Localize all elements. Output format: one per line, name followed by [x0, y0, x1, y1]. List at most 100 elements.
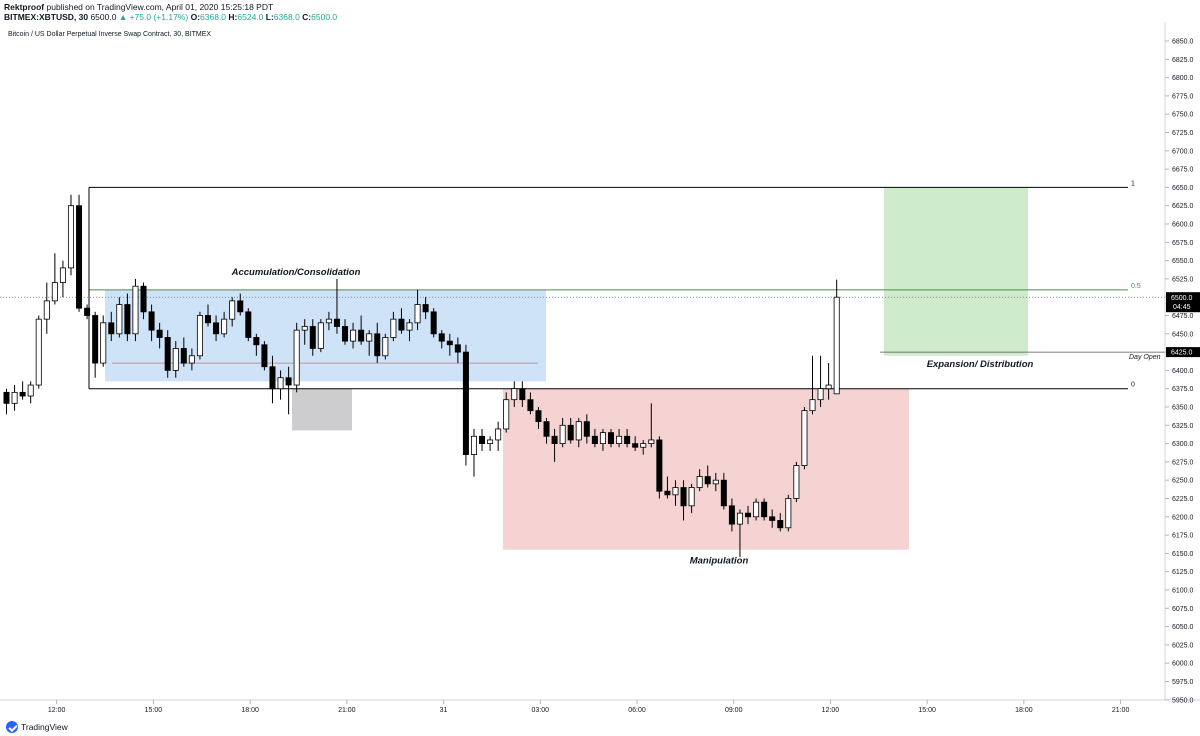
candle-body	[462, 351, 469, 455]
time-tick-label: 18:00	[1015, 707, 1033, 714]
author-name[interactable]: Rektproof	[4, 2, 45, 12]
chart-title: Bitcoin / US Dollar Perpetual Inverse Sw…	[8, 31, 212, 38]
lines-layer	[0, 186, 1165, 390]
high-value: 6524.0	[237, 12, 264, 22]
candle-body	[704, 476, 711, 485]
time-tick-label: 09:00	[725, 707, 743, 714]
price-tick-label: 6575.0	[1172, 240, 1194, 247]
price-tick-label: 5950.0	[1172, 697, 1194, 704]
candle-body	[454, 344, 461, 353]
candle-body	[325, 318, 332, 324]
candle-body	[446, 340, 453, 346]
candle-body	[656, 439, 663, 492]
price-tick-label: 6175.0	[1172, 533, 1194, 540]
candle-body	[140, 285, 147, 313]
day-open-label: Day Open	[1129, 354, 1161, 361]
last-price-tag-text: 6500.0	[1171, 295, 1193, 302]
candle-body	[84, 307, 91, 316]
price-tick-label: 6850.0	[1172, 39, 1194, 46]
candle-body	[761, 501, 768, 518]
candle-body	[3, 391, 10, 404]
candle-body	[67, 205, 74, 269]
time-tick-label: 18:00	[241, 707, 259, 714]
candle-body	[358, 329, 365, 342]
footer: TradingView	[0, 718, 1200, 736]
manipulation-label: Manipulation	[690, 556, 749, 567]
open-label: O:	[190, 12, 201, 22]
candle-body	[92, 315, 99, 364]
candle-body	[51, 282, 58, 302]
price-tick-label: 6650.0	[1172, 185, 1194, 192]
chart-header: Rektproof published on TradingView.com, …	[0, 0, 1200, 22]
candle-body	[317, 322, 324, 349]
price-tick-label: 6225.0	[1172, 496, 1194, 503]
candle-body	[753, 501, 760, 518]
price-axis[interactable]: 6850.0 6825.0 6800.0 6775.0 6750.0 6725.0 6700…	[1165, 39, 1194, 705]
time-tick-label: 06:00	[628, 707, 646, 714]
candle-body	[527, 399, 534, 412]
candle-body	[374, 333, 381, 357]
candle-body	[269, 366, 276, 390]
manipulation-zone	[503, 388, 909, 550]
candle-body	[237, 300, 244, 313]
price-tick-label: 6750.0	[1172, 112, 1194, 119]
candle-body	[229, 300, 236, 320]
candle-body	[213, 322, 220, 335]
candle-body	[696, 476, 703, 488]
candle-body	[817, 388, 824, 401]
price-tick-label: 6075.0	[1172, 606, 1194, 613]
tradingview-logo-icon[interactable]	[6, 721, 18, 733]
price-tick-label: 6250.0	[1172, 478, 1194, 485]
candle-body	[132, 285, 139, 335]
fib-0-label: 0	[1131, 382, 1135, 389]
candle-body	[196, 315, 203, 357]
candle-body	[591, 435, 598, 444]
price-tick-label: 6400.0	[1172, 368, 1194, 375]
time-tick-label: 15:00	[145, 707, 163, 714]
candle-body	[769, 516, 776, 521]
candle-body	[164, 337, 171, 371]
candle-body	[350, 329, 357, 342]
candles-layer	[3, 194, 840, 558]
candle-body	[479, 435, 486, 444]
candle-body	[19, 391, 26, 397]
candle-body	[261, 344, 268, 368]
price-chart[interactable]: Accumulation/Consolidation Manipulation Ex…	[0, 22, 1200, 718]
time-axis[interactable]: 12:00 15:00 18:00 21:00 31 03:00 06:00 09:00 12:…	[48, 700, 1200, 714]
candle-body	[342, 326, 349, 342]
candle-body	[382, 337, 389, 357]
bar-countdown: 04:45	[1173, 304, 1191, 311]
candle-body	[430, 311, 437, 335]
time-tick-label: 03:00	[532, 707, 550, 714]
candle-body	[503, 399, 510, 430]
accumulation-label: Accumulation/Consolidation	[231, 267, 361, 278]
price-tick-label: 6325.0	[1172, 423, 1194, 430]
candle-body	[43, 300, 50, 320]
candle-body	[793, 465, 800, 499]
candle-body	[188, 355, 195, 364]
candle-body	[35, 318, 42, 386]
close-label: C:	[302, 12, 312, 22]
price-tick-label: 6100.0	[1172, 588, 1194, 595]
candle-body	[785, 498, 792, 529]
candle-body	[406, 322, 413, 331]
low-value: 6368.0	[273, 12, 300, 22]
candle-body	[100, 322, 107, 364]
price-tick-label: 6300.0	[1172, 441, 1194, 448]
price-tick-label: 6800.0	[1172, 75, 1194, 82]
last-price-tag	[1166, 292, 1200, 313]
symbol-label[interactable]: BITMEX:XBTUSD, 30	[4, 12, 89, 22]
candle-body	[616, 435, 623, 444]
price-tick-label: 6550.0	[1172, 258, 1194, 265]
distribution-label: Expansion/ Distribution	[927, 359, 1034, 370]
candle-body	[438, 333, 445, 342]
price-tick-label: 6125.0	[1172, 569, 1194, 576]
candle-body	[11, 391, 18, 404]
candle-body	[156, 329, 163, 338]
price-tick-label: 6825.0	[1172, 57, 1194, 64]
candle-body	[76, 205, 83, 309]
time-tick-label: 21:00	[338, 707, 356, 714]
price-tick-label: 6475.0	[1172, 313, 1194, 320]
brand-name[interactable]: TradingView	[21, 722, 68, 732]
candle-body	[535, 410, 542, 423]
